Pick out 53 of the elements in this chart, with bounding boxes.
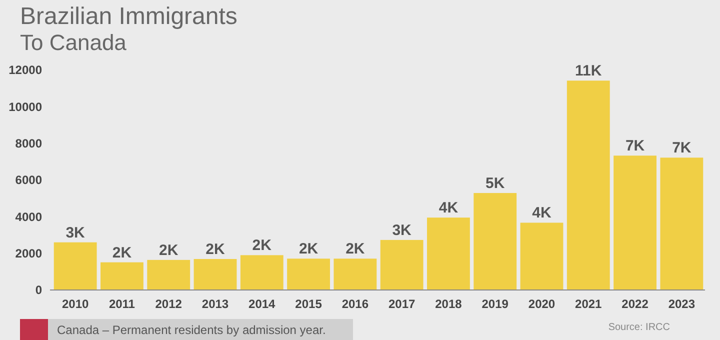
x-tick-label: 2017 [388, 297, 416, 311]
y-tick-label: 8000 [15, 136, 42, 151]
x-tick-label: 2019 [482, 297, 509, 311]
data-label: 7K [672, 140, 692, 157]
y-tick-label: 4000 [15, 210, 42, 224]
y-tick-label: 12000 [8, 63, 42, 78]
data-label: 3K [392, 222, 412, 239]
data-label: 4K [532, 204, 552, 222]
bar [100, 262, 144, 290]
x-tick-label: 2015 [295, 297, 322, 311]
x-tick-label: 2020 [528, 297, 556, 311]
x-tick-label: 2013 [202, 297, 229, 311]
y-tick-label: 6000 [15, 173, 42, 188]
chart-subtitle: To Canada [20, 30, 128, 55]
bar [194, 259, 237, 290]
bar [334, 258, 377, 290]
bar [380, 240, 424, 290]
data-label: 11K [575, 62, 602, 80]
data-label: 2K [159, 242, 178, 259]
data-label: 2K [298, 240, 318, 258]
bar [427, 218, 470, 290]
bar [287, 258, 330, 290]
y-tick-label: 0 [35, 283, 42, 298]
text: Canada – Permanent residents by admission year. [57, 323, 326, 337]
bar [660, 158, 704, 290]
bar [520, 222, 564, 290]
x-tick-label: 2016 [342, 297, 369, 311]
x-tick-label: 2022 [622, 297, 649, 311]
x-tick-label: 2012 [155, 297, 182, 311]
data-label: 3K [66, 224, 86, 242]
x-tick-label: 2023 [668, 297, 696, 311]
bar [240, 255, 284, 290]
data-label: 2K [252, 237, 272, 254]
chart-title: Brazilian Immigrants [20, 3, 238, 30]
x-tick-label: 2014 [248, 297, 276, 311]
data-label: 2K [112, 244, 132, 262]
x-tick-label: 2018 [435, 297, 462, 311]
x-tick-label: 2021 [575, 297, 602, 311]
bar [54, 242, 97, 290]
x-tick-label: 2010 [62, 297, 89, 311]
source-note: Source: IRCC [608, 322, 670, 333]
data-label: 5K [486, 175, 505, 192]
y-tick-label: 10000 [8, 100, 42, 114]
bar [474, 193, 517, 290]
data-label: 2K [346, 240, 365, 258]
bar [614, 156, 656, 290]
bar [566, 80, 610, 290]
data-label: 4K [438, 200, 458, 217]
data-label: 7K [625, 138, 645, 155]
data-label: 2K [206, 241, 225, 258]
x-tick-label: 2011 [108, 297, 136, 311]
y-tick-label: 2000 [15, 246, 42, 261]
bar [147, 260, 190, 290]
